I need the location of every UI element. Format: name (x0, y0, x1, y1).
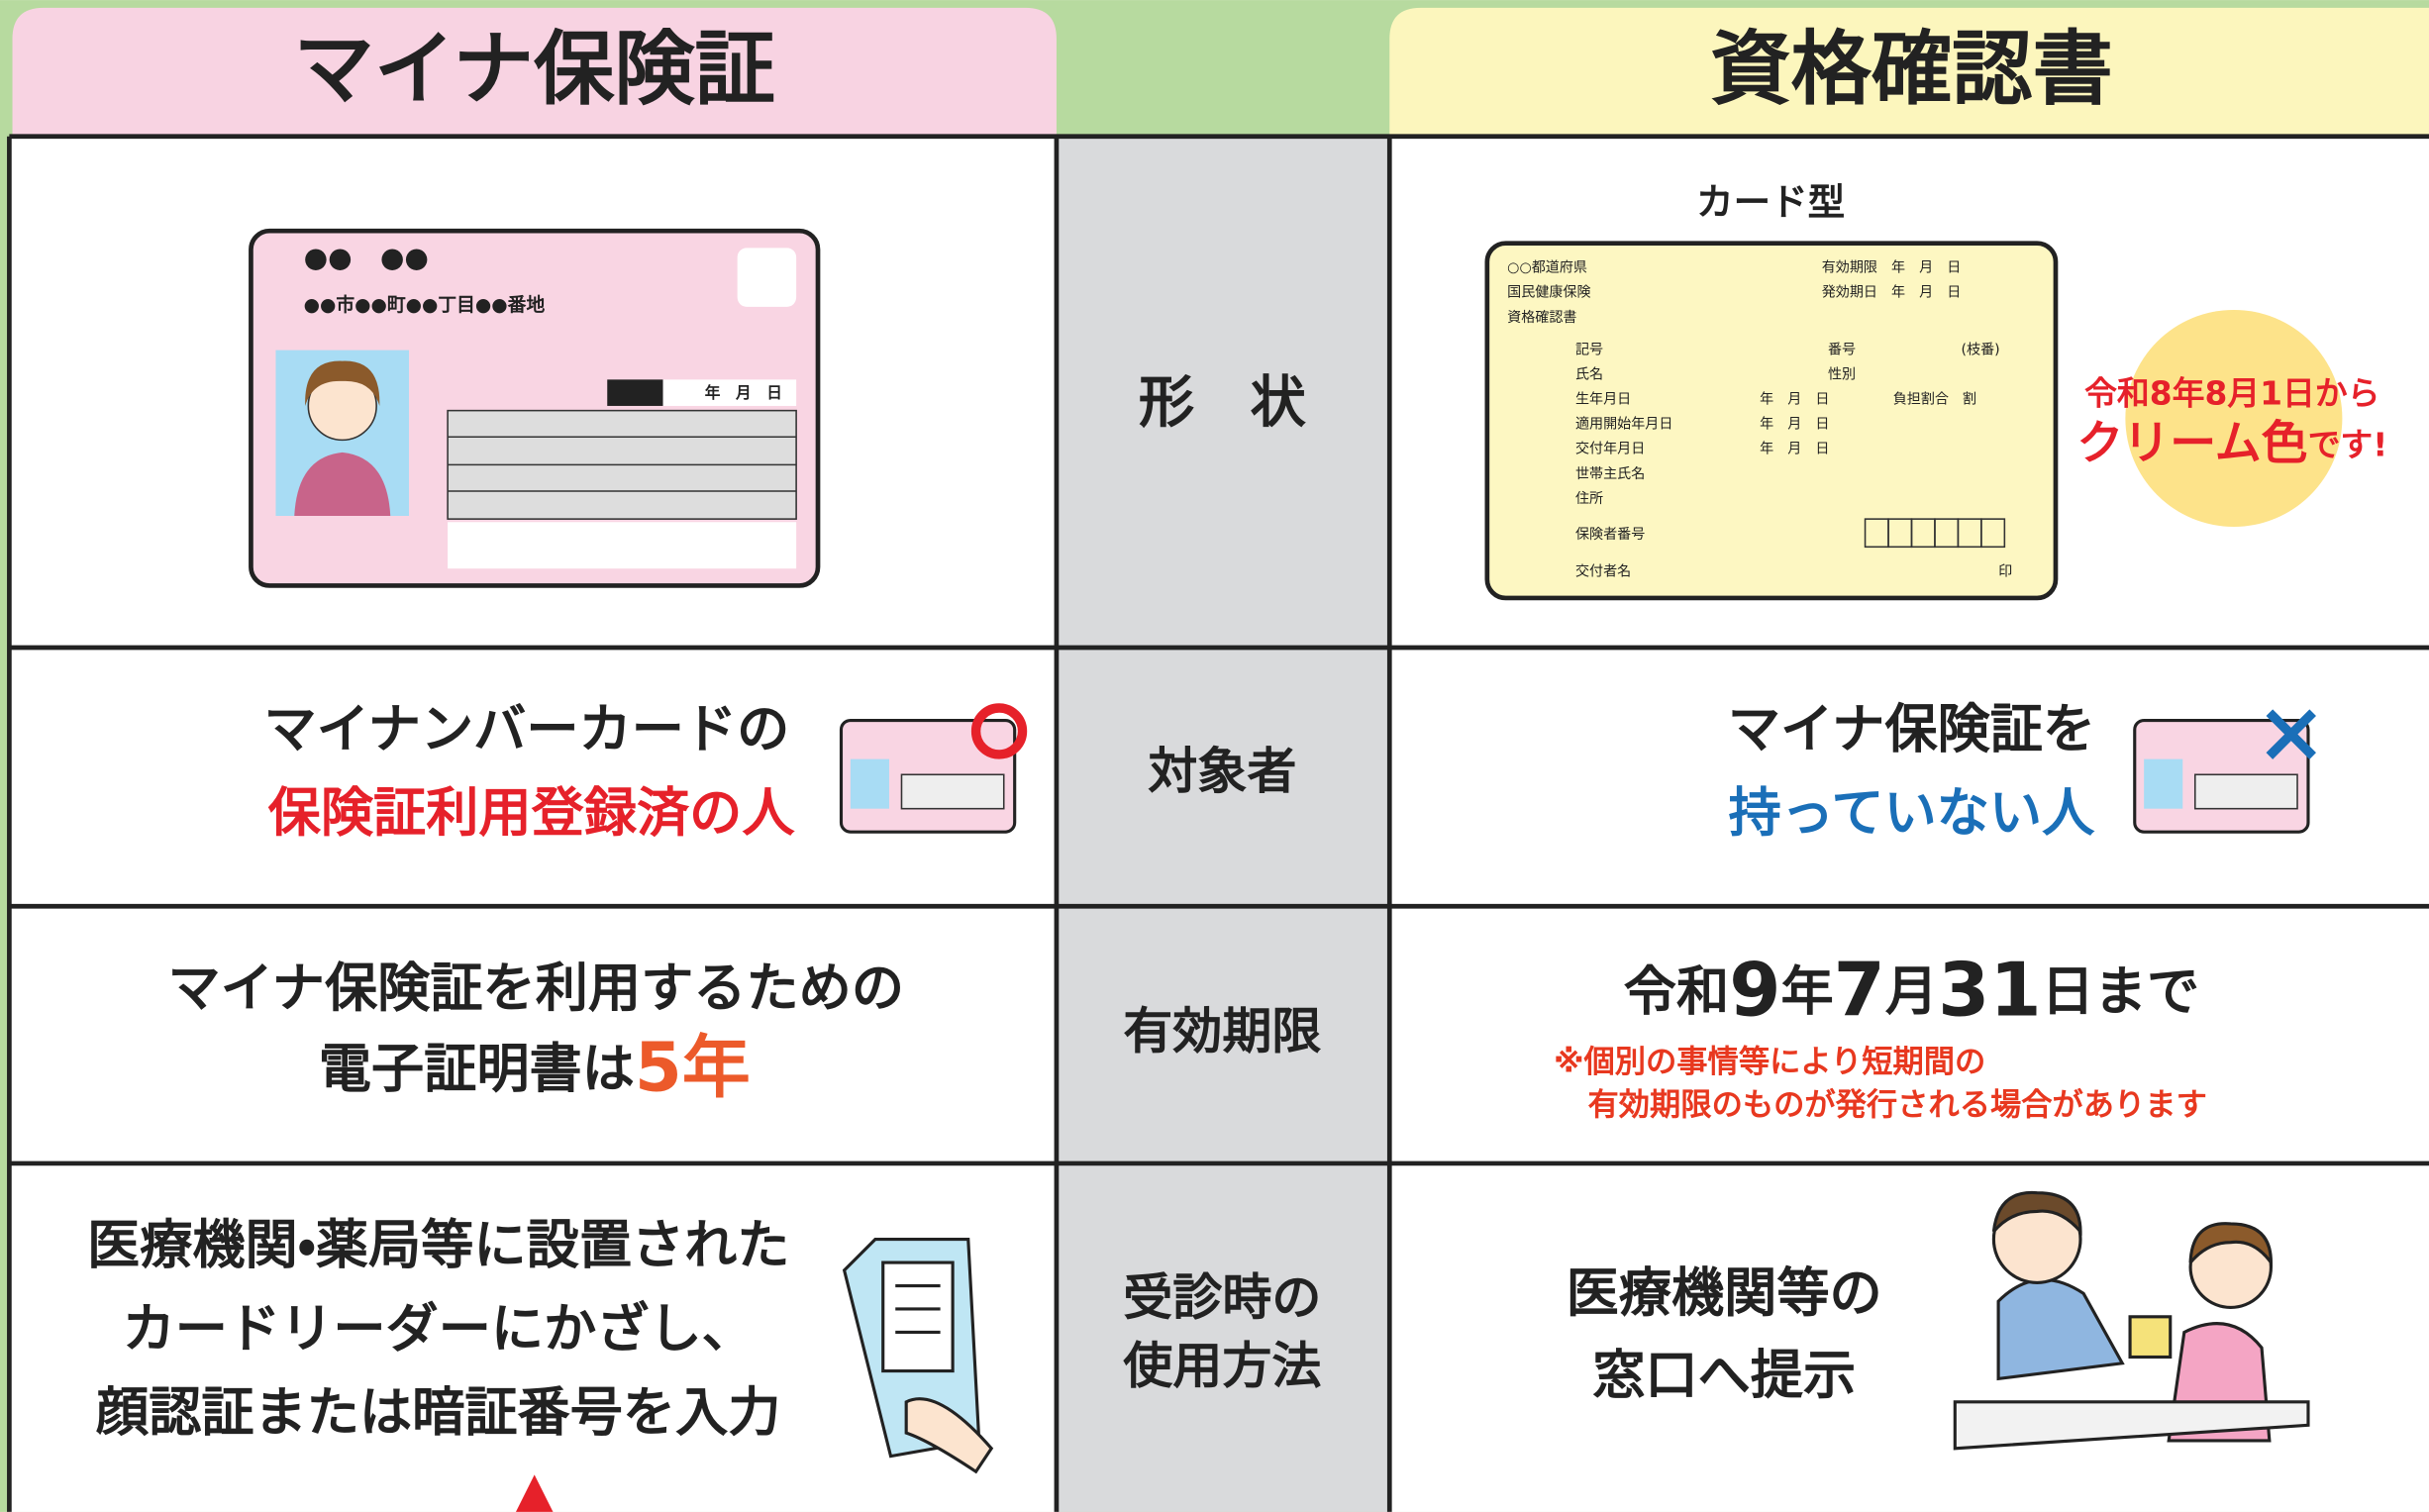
card-address: ●●市●●町●●丁目●●番地 (304, 293, 546, 316)
card-field: 住所 (1575, 491, 1603, 507)
text-part: 年 (1780, 960, 1833, 1022)
color-note: クリーム色です! (2076, 416, 2387, 470)
card-date: 年 月 日 (705, 383, 782, 402)
validity-note: ※個別の事情等により短期間の (1554, 1044, 1985, 1079)
right-title: 資格確認書 (1710, 23, 2113, 117)
text-part: 31 (1938, 946, 2041, 1033)
target-text: マイナ保険証を (1728, 699, 2095, 760)
text-part: 7 (1834, 946, 1885, 1033)
row-label: 受診時の (1123, 1269, 1321, 1327)
note-strong: クリーム色 (2076, 416, 2307, 470)
mynumber-card (249, 228, 821, 588)
card-field: 性別 (1828, 367, 1856, 383)
card-field: 負担割合 割 (1893, 392, 1976, 408)
usage-text: 医療機関・薬局等に設置された (87, 1215, 790, 1276)
label-column (1056, 136, 1390, 1512)
card-name: ●● ●● (304, 241, 429, 273)
text-part: 電子証明書は (319, 1038, 635, 1099)
usage-text: 窓口へ提示 (1592, 1345, 1856, 1406)
text-part: 日まで (2042, 960, 2200, 1022)
card-field: 生年月日 (1575, 392, 1631, 408)
left-header-bg (12, 7, 1057, 137)
right-header-bg (1389, 7, 2429, 137)
card-reader-illustration (842, 1238, 994, 1474)
row-label: 形 状 (1139, 371, 1307, 436)
validity-text: マイナ保険証を利用するための (167, 958, 904, 1019)
reception-illustration (1953, 1190, 2310, 1451)
target-text: 保険証利用登録済の人 (268, 782, 796, 844)
usage-text: カードリーダーにかざし、 (123, 1298, 755, 1360)
card-field: 適用開始年月日 (1575, 417, 1672, 433)
pointer (515, 1474, 554, 1512)
text-part: 令和 (1624, 960, 1729, 1022)
target-text: マイナンバーカードの (263, 699, 789, 760)
row-label: 対象者 (1148, 743, 1296, 800)
card-field: 氏名 (1575, 367, 1603, 383)
left-title: マイナ保険証 (294, 23, 775, 117)
card-caption: カード型 (1696, 180, 1845, 224)
card-field: 年 月 日 (1760, 442, 1829, 457)
card-field: ○○都道府県 (1507, 260, 1587, 276)
card-field: 交付者名 (1575, 563, 1631, 579)
card-field: 印 (1998, 563, 2012, 579)
number-box (1980, 518, 2006, 549)
row-label: 使用方法 (1123, 1338, 1321, 1395)
card-field: 年 月 日 (1760, 392, 1829, 408)
card-field: 国民健康保険 (1507, 284, 1590, 301)
validity-text: 電子証明書は5年 (319, 1029, 751, 1108)
color-note: 令和8年8月1日から (2084, 374, 2379, 412)
card-field: 資格確認書 (1507, 310, 1576, 326)
note-tail: です! (2308, 426, 2388, 463)
usage-text: 医療機関等の (1567, 1262, 1882, 1324)
text-part: 月 (1885, 960, 1938, 1022)
card-field: 保険者番号 (1575, 527, 1645, 543)
card-field: 発効期日 年 月 日 (1822, 285, 1962, 301)
card-field: (枝番) (1962, 343, 2000, 358)
card-field: 記号 (1575, 343, 1603, 358)
card-field: 年 月 日 (1760, 417, 1829, 433)
text-part: 9 (1729, 946, 1780, 1033)
target-text: 持っていない人 (1729, 782, 2095, 844)
card-field: 番号 (1828, 343, 1856, 358)
note-circle (2125, 309, 2343, 527)
highlight: 5年 (635, 1029, 751, 1108)
small-card-icon (839, 703, 2316, 834)
card-field: 世帯主氏名 (1575, 466, 1645, 482)
usage-text: 顔認証または暗証番号を入力 (96, 1382, 780, 1444)
validity-date: 令和9年7月31日まで (1624, 946, 2199, 1033)
card-field: 交付年月日 (1575, 442, 1645, 457)
card-field: 有効期限 年 月 日 (1822, 260, 1962, 276)
table-lines (7, 134, 2429, 1512)
validity-note: 有効期限のものが発行される場合があります (1588, 1087, 2207, 1123)
row-label: 有効期限 (1123, 1003, 1321, 1060)
